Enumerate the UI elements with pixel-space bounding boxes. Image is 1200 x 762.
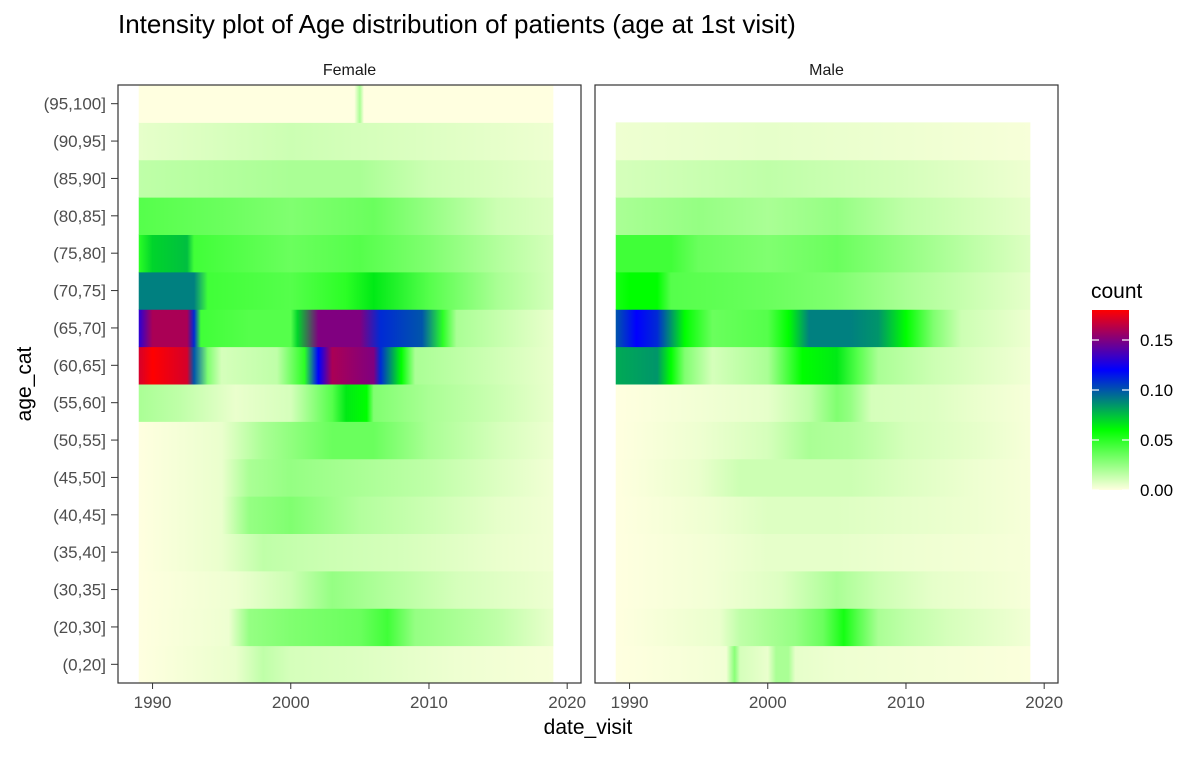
heat-row-male-13 (615, 159, 1031, 198)
heat-row-female-6 (138, 421, 554, 460)
heat-row-male-8 (615, 346, 1031, 385)
legend-tick-label: 0.05 (1140, 431, 1173, 450)
y-tick-label: (50,55] (53, 431, 106, 450)
x-axis-ticks: 1990 2000 2010 2020 1990 2000 2010 2020 (134, 683, 1063, 712)
heat-row-male-12 (615, 197, 1031, 235)
heat-row-female-9 (138, 309, 554, 348)
heat-row-female-14 (138, 122, 554, 161)
y-tick-label: (90,95] (53, 132, 106, 151)
heat-row-female-5 (138, 458, 554, 497)
y-axis-label: age_cat (13, 346, 36, 421)
heat-row-male-10 (615, 271, 1031, 310)
heat-row-female-2 (138, 570, 554, 609)
heat-row-male-11 (615, 234, 1031, 273)
y-tick-label: (70,75] (53, 282, 106, 301)
x-tick-label: 2000 (272, 693, 310, 712)
heat-row-female-13 (138, 159, 554, 198)
x-tick-label: 2010 (410, 693, 448, 712)
heat-row-male-6 (615, 421, 1031, 460)
y-tick-label: (80,85] (53, 207, 106, 226)
y-tick-label: (60,65] (53, 356, 106, 375)
facet-strip-label: Male (809, 62, 844, 79)
facet-female-cells (138, 85, 554, 684)
x-axis-label: date_visit (544, 716, 633, 739)
heat-row-male-5 (615, 458, 1031, 497)
y-tick-label: (20,30] (53, 618, 106, 637)
heat-row-male-2 (615, 570, 1031, 609)
legend-tick-label: 0.00 (1140, 481, 1173, 500)
y-tick-label: (45,50] (53, 468, 106, 487)
heat-row-male-3 (615, 533, 1031, 572)
legend-tick-label: 0.10 (1140, 381, 1173, 400)
y-tick-label: (75,80] (53, 244, 106, 263)
heat-row-male-0 (615, 645, 1031, 684)
x-tick-label: 2020 (548, 693, 586, 712)
heat-row-male-4 (615, 496, 1031, 534)
facet-male-panel-border (594, 84, 1059, 684)
heat-row-female-8 (138, 346, 554, 385)
facet-male-cells (615, 122, 1031, 684)
heat-row-male-1 (615, 608, 1031, 647)
legend-title: count (1091, 280, 1143, 303)
facet-female-panel-border (117, 84, 582, 684)
facet-strip-label: Female (323, 62, 376, 79)
y-tick-label: (95,100] (44, 95, 106, 114)
y-tick-label: (55,60] (53, 394, 106, 413)
legend-tick-label: 0.15 (1140, 331, 1173, 350)
y-tick-label: (40,45] (53, 506, 106, 525)
legend-colorbar (1092, 310, 1129, 490)
heat-row-female-12 (138, 197, 554, 235)
y-tick-label: (85,90] (53, 169, 106, 188)
x-tick-label: 1990 (134, 693, 172, 712)
heat-row-male-7 (615, 384, 1031, 422)
chart-title: Intensity plot of Age distribution of pa… (118, 9, 796, 39)
heat-row-female-4 (138, 496, 554, 534)
heat-row-female-0 (138, 645, 554, 684)
y-tick-label: (30,35] (53, 581, 106, 600)
color-legend: count 0.00 0.05 0.10 0.15 (1091, 280, 1173, 500)
x-tick-label: 2000 (749, 693, 787, 712)
y-tick-label: (65,70] (53, 319, 106, 338)
heat-row-female-11 (138, 234, 554, 273)
x-tick-label: 2010 (887, 693, 925, 712)
heat-row-male-9 (615, 309, 1031, 348)
y-axis-ticks: (0,20] (20,30] (30,35] (35,40] (40,45] (45,50… (44, 95, 118, 674)
heat-row-female-3 (138, 533, 554, 572)
heat-row-female-7 (138, 384, 554, 422)
x-tick-label: 2020 (1025, 693, 1063, 712)
y-tick-label: (0,20] (63, 655, 106, 674)
heat-row-female-1 (138, 608, 554, 647)
y-tick-label: (35,40] (53, 543, 106, 562)
facet-male: Male (594, 62, 1059, 684)
heat-row-female-15 (138, 85, 554, 123)
x-tick-label: 1990 (611, 693, 649, 712)
heat-row-male-14 (615, 122, 1031, 161)
facet-female: Female (117, 62, 582, 684)
heat-row-female-10 (138, 271, 554, 310)
